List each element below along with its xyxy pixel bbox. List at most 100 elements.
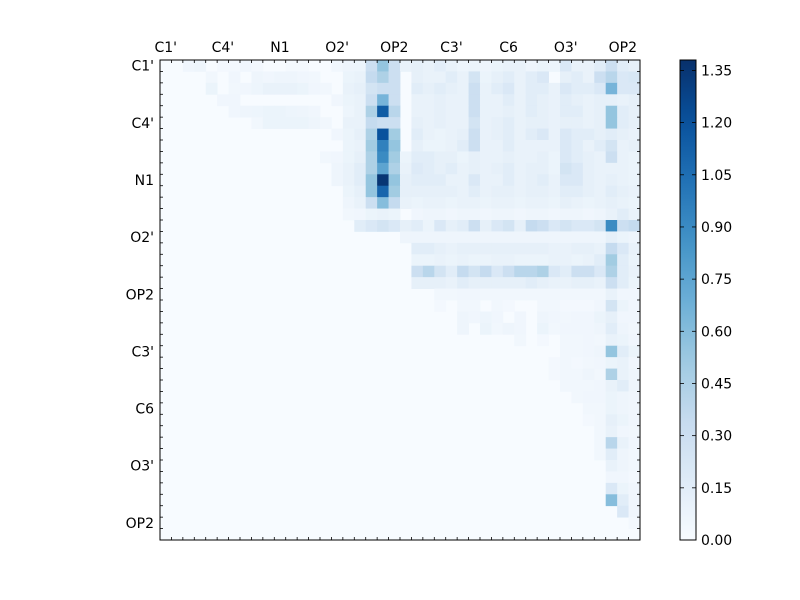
heatmap-cell — [605, 197, 618, 209]
colorbar-tick-label: 0.75 — [701, 272, 732, 288]
heatmap-cell — [491, 71, 504, 84]
heatmap-cell — [468, 265, 481, 278]
heatmap-cell — [491, 185, 504, 198]
heatmap-cell — [285, 105, 298, 118]
heatmap-cell — [548, 197, 561, 209]
heatmap-cell — [537, 128, 549, 141]
heatmap-cell — [411, 71, 424, 84]
heatmap-cell — [617, 334, 629, 347]
heatmap-cell — [457, 231, 469, 244]
heatmap-cell — [628, 94, 641, 107]
heatmap-cell — [377, 151, 389, 164]
heatmap-cell — [582, 117, 595, 129]
heatmap-cell — [457, 117, 469, 129]
heatmap-cell — [582, 300, 595, 312]
heatmap-cell — [514, 334, 527, 347]
heatmap-cell — [445, 82, 458, 95]
heatmap-cell — [502, 60, 515, 72]
heatmap-cell — [537, 288, 549, 301]
heatmap-cell — [514, 208, 527, 221]
heatmap-cell — [582, 357, 595, 369]
heatmap-cell — [400, 185, 412, 198]
heatmap-cell — [377, 117, 389, 129]
heatmap-cell — [548, 82, 561, 95]
heatmap-cell — [594, 128, 607, 141]
heatmap-cell — [217, 60, 229, 72]
heatmap-cell — [605, 471, 618, 484]
heatmap-cell — [411, 140, 424, 152]
heatmap-cell — [331, 151, 344, 164]
heatmap-cell — [605, 242, 618, 255]
heatmap-cell — [434, 94, 447, 107]
heatmap-cell — [491, 117, 504, 129]
heatmap-cell — [331, 94, 344, 107]
heatmap-cell — [491, 322, 504, 335]
heatmap-cell — [617, 94, 629, 107]
heatmap-cell — [628, 242, 641, 255]
heatmap-cell — [377, 140, 389, 152]
heatmap-cell — [514, 174, 527, 187]
heatmap-cell — [537, 322, 549, 335]
heatmap-cell — [560, 380, 572, 392]
heatmap-cell — [342, 117, 355, 129]
heatmap-cell — [422, 140, 435, 152]
heatmap-cell — [548, 94, 561, 107]
heatmap-cell — [502, 82, 515, 95]
heatmap-cell — [628, 482, 641, 495]
heatmap-cell — [354, 162, 367, 175]
heatmap-cell — [605, 380, 618, 392]
heatmap-cell — [617, 185, 629, 198]
heatmap-cell — [480, 60, 492, 72]
heatmap-cell — [445, 265, 458, 278]
heatmap-cell — [514, 231, 527, 244]
heatmap-cell — [365, 117, 378, 129]
heatmap-cell — [582, 368, 595, 381]
heatmap-cell — [537, 208, 549, 221]
heatmap-cell — [354, 208, 367, 221]
heatmap-cell — [365, 82, 378, 95]
heatmap-cell — [605, 357, 618, 369]
heatmap-cell — [582, 254, 595, 267]
heatmap-cell — [377, 94, 389, 107]
heatmap-cell — [228, 71, 241, 84]
heatmap-cell — [445, 140, 458, 152]
heatmap-cell — [491, 60, 504, 72]
heatmap-cell — [617, 265, 629, 278]
heatmap-cell — [560, 60, 572, 72]
heatmap-cell — [617, 505, 629, 518]
heatmap-cell — [605, 402, 618, 415]
heatmap-cell — [491, 265, 504, 278]
heatmap-cell — [480, 231, 492, 244]
heatmap-cell — [548, 277, 561, 289]
heatmap-cell — [548, 288, 561, 301]
heatmap-cell — [457, 140, 469, 152]
heatmap-cell — [434, 140, 447, 152]
heatmap-cell — [502, 208, 515, 221]
heatmap-cell — [468, 220, 481, 232]
heatmap-cell — [400, 162, 412, 175]
heatmap-cell — [525, 140, 538, 152]
heatmap-cell — [365, 71, 378, 84]
heatmap-cell — [411, 117, 424, 129]
heatmap-cell — [582, 105, 595, 118]
colorbar-tick-label: 0.30 — [701, 429, 732, 445]
heatmap-cell — [594, 311, 607, 324]
heatmap-cell — [548, 128, 561, 141]
heatmap-cell — [537, 117, 549, 129]
heatmap-cell — [285, 117, 298, 129]
heatmap-cell — [434, 197, 447, 209]
heatmap-cell — [480, 140, 492, 152]
heatmap-cell — [628, 71, 641, 84]
heatmap-cell — [582, 345, 595, 358]
heatmap-cell — [537, 105, 549, 118]
heatmap-cell — [354, 174, 367, 187]
heatmap-cell — [354, 71, 367, 84]
heatmap-cell — [594, 357, 607, 369]
heatmap-cell — [468, 117, 481, 129]
x-tick-label: C4' — [212, 40, 235, 56]
heatmap-cell — [194, 60, 207, 72]
heatmap-cell — [617, 494, 629, 507]
heatmap-cell — [605, 311, 618, 324]
heatmap-cell — [560, 357, 572, 369]
